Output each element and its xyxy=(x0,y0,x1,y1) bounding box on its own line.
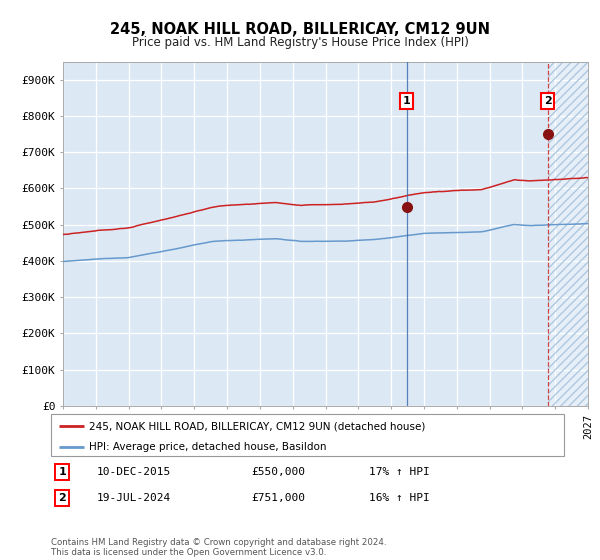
Text: £550,000: £550,000 xyxy=(251,467,305,477)
Text: 19-JUL-2024: 19-JUL-2024 xyxy=(97,493,172,503)
Text: Price paid vs. HM Land Registry's House Price Index (HPI): Price paid vs. HM Land Registry's House … xyxy=(131,36,469,49)
Bar xyxy=(548,62,588,406)
FancyBboxPatch shape xyxy=(51,414,564,456)
Text: 16% ↑ HPI: 16% ↑ HPI xyxy=(369,493,430,503)
Text: 2: 2 xyxy=(544,96,551,106)
Text: Contains HM Land Registry data © Crown copyright and database right 2024.
This d: Contains HM Land Registry data © Crown c… xyxy=(51,538,386,557)
Text: 1: 1 xyxy=(58,467,66,477)
Text: 1: 1 xyxy=(403,96,410,106)
Text: 245, NOAK HILL ROAD, BILLERICAY, CM12 9UN: 245, NOAK HILL ROAD, BILLERICAY, CM12 9U… xyxy=(110,22,490,38)
Text: HPI: Average price, detached house, Basildon: HPI: Average price, detached house, Basi… xyxy=(89,442,327,452)
Bar xyxy=(548,62,588,406)
Text: 17% ↑ HPI: 17% ↑ HPI xyxy=(369,467,430,477)
Text: £751,000: £751,000 xyxy=(251,493,305,503)
Text: 2: 2 xyxy=(58,493,66,503)
Text: 10-DEC-2015: 10-DEC-2015 xyxy=(97,467,172,477)
Text: 245, NOAK HILL ROAD, BILLERICAY, CM12 9UN (detached house): 245, NOAK HILL ROAD, BILLERICAY, CM12 9U… xyxy=(89,421,426,431)
